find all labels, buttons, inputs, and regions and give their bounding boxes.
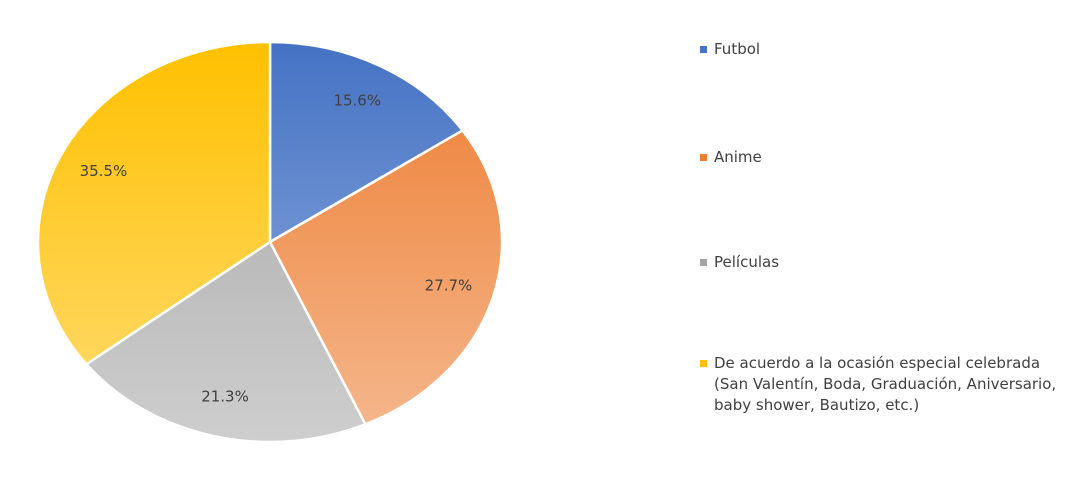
legend-label: De acuerdo a la ocasión especial celebra… <box>714 354 1057 414</box>
pie-slice <box>84 240 368 444</box>
data-label: 21.3% <box>201 388 249 406</box>
legend-label: Anime <box>714 148 762 166</box>
legend-swatch <box>700 360 707 367</box>
legend-item: De acuerdo a la ocasión especial celebra… <box>700 353 1065 416</box>
data-label: 35.5% <box>80 162 128 180</box>
legend-item: Futbol <box>700 39 1065 60</box>
legend-swatch <box>700 259 707 266</box>
legend-swatch <box>700 46 707 53</box>
legend-item: Anime <box>700 147 1065 168</box>
pie-slice <box>268 40 465 245</box>
pie-slice <box>36 40 272 366</box>
legend-swatch <box>700 154 707 161</box>
legend-label: Películas <box>714 253 780 271</box>
legend-label: Futbol <box>714 40 761 58</box>
data-label: 15.6% <box>333 91 381 109</box>
data-label: 27.7% <box>425 276 473 294</box>
legend-item: Películas <box>700 252 1065 273</box>
